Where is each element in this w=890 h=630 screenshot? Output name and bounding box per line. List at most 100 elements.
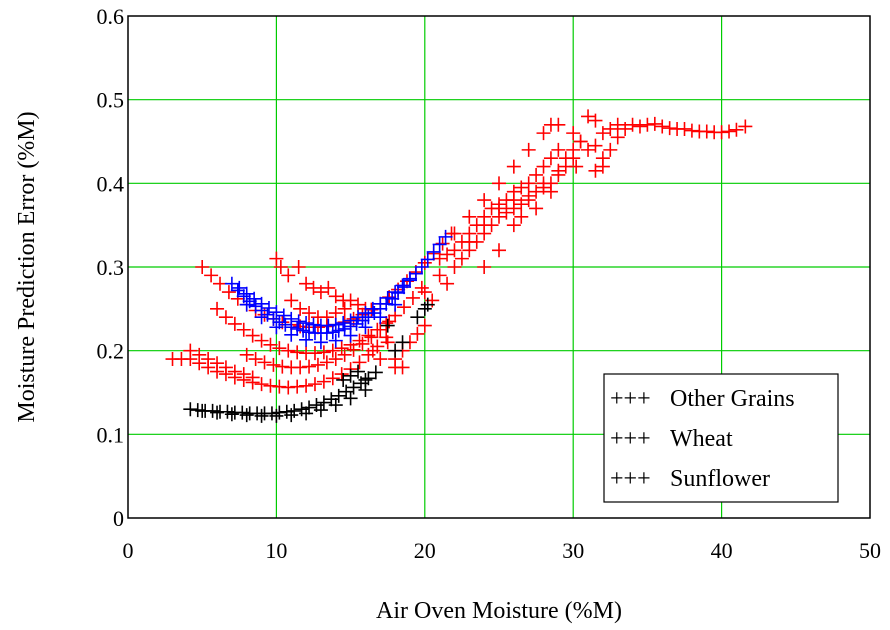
data-point xyxy=(293,301,308,316)
data-point xyxy=(291,314,306,329)
data-point xyxy=(218,360,233,375)
data-point xyxy=(351,310,366,325)
data-point xyxy=(257,355,272,370)
data-point xyxy=(337,347,352,362)
data-point xyxy=(183,402,198,417)
series-other-grains xyxy=(165,109,753,395)
data-point xyxy=(640,117,655,132)
data-point xyxy=(296,323,311,338)
data-point xyxy=(192,347,207,362)
data-point xyxy=(440,276,455,291)
legend-label: Other Grains xyxy=(670,386,795,412)
data-point xyxy=(536,126,551,141)
data-point xyxy=(195,260,210,274)
y-tick-label: 0.1 xyxy=(97,422,125,447)
data-point xyxy=(410,310,425,325)
data-point xyxy=(319,355,334,370)
data-point xyxy=(245,328,260,343)
y-axis-title: Moisture Prediction Error (%M) xyxy=(14,111,40,422)
data-point xyxy=(395,360,410,375)
data-point xyxy=(722,124,737,139)
data-point xyxy=(239,297,254,312)
data-point xyxy=(521,142,536,157)
data-point xyxy=(316,345,331,360)
data-point xyxy=(361,328,376,343)
data-point xyxy=(254,408,269,423)
data-point xyxy=(477,218,492,233)
data-point xyxy=(290,345,305,360)
data-point xyxy=(569,159,584,174)
data-point xyxy=(269,320,284,335)
data-point xyxy=(714,125,729,140)
data-point xyxy=(618,121,633,136)
data-point xyxy=(337,321,352,336)
data-point xyxy=(365,301,380,316)
data-point xyxy=(336,316,351,331)
data-point xyxy=(405,290,420,305)
data-point xyxy=(373,296,388,311)
legend-box xyxy=(603,373,839,503)
data-point xyxy=(213,276,228,291)
data-point xyxy=(266,357,281,372)
data-point xyxy=(183,343,198,358)
data-point xyxy=(595,151,610,166)
data-point xyxy=(328,306,343,321)
data-point xyxy=(272,341,287,356)
data-point xyxy=(328,289,343,304)
data-point xyxy=(227,364,242,379)
data-point xyxy=(263,337,278,352)
legend-marker: +++ xyxy=(610,466,651,492)
data-point xyxy=(230,283,245,298)
data-point xyxy=(462,234,477,249)
data-point xyxy=(506,159,521,174)
data-point xyxy=(388,285,403,300)
data-point xyxy=(302,325,317,340)
data-point xyxy=(261,300,276,315)
data-point xyxy=(210,405,225,420)
data-point xyxy=(410,326,425,341)
data-point xyxy=(306,280,321,295)
data-point xyxy=(373,352,388,367)
data-point xyxy=(299,406,314,421)
data-point xyxy=(299,316,314,331)
data-point xyxy=(358,306,373,321)
data-point xyxy=(325,343,340,358)
data-point xyxy=(254,377,269,392)
data-point xyxy=(397,280,412,295)
data-point xyxy=(420,252,435,267)
data-point xyxy=(221,285,236,300)
data-point xyxy=(266,311,281,326)
data-point xyxy=(293,360,308,375)
data-point xyxy=(365,343,380,358)
data-point xyxy=(447,260,462,274)
data-point xyxy=(352,333,367,348)
data-points xyxy=(165,109,753,423)
data-point xyxy=(328,333,343,348)
legend-label: Wheat xyxy=(670,426,733,452)
data-point xyxy=(299,276,314,291)
data-point xyxy=(291,260,306,274)
data-point xyxy=(307,377,322,392)
data-point xyxy=(201,352,216,367)
data-point xyxy=(358,372,373,387)
series-sunflower xyxy=(183,297,435,423)
data-point xyxy=(388,343,403,358)
data-point xyxy=(684,123,699,138)
data-point xyxy=(417,301,432,316)
data-point xyxy=(677,121,692,136)
data-point xyxy=(551,117,566,132)
data-point xyxy=(551,163,566,178)
data-point xyxy=(417,285,432,300)
data-point xyxy=(543,151,558,166)
data-point xyxy=(331,388,346,403)
data-point xyxy=(310,357,325,372)
data-point xyxy=(454,251,469,266)
y-tick-label: 0 xyxy=(113,506,124,531)
y-tick-labels: 0 0.1 0.2 0.3 0.4 0.5 0.6 xyxy=(97,4,125,531)
y-tick-label: 0.5 xyxy=(97,88,125,113)
data-point xyxy=(595,126,610,141)
data-point xyxy=(426,244,441,259)
data-point xyxy=(239,408,254,423)
data-point xyxy=(388,297,403,312)
